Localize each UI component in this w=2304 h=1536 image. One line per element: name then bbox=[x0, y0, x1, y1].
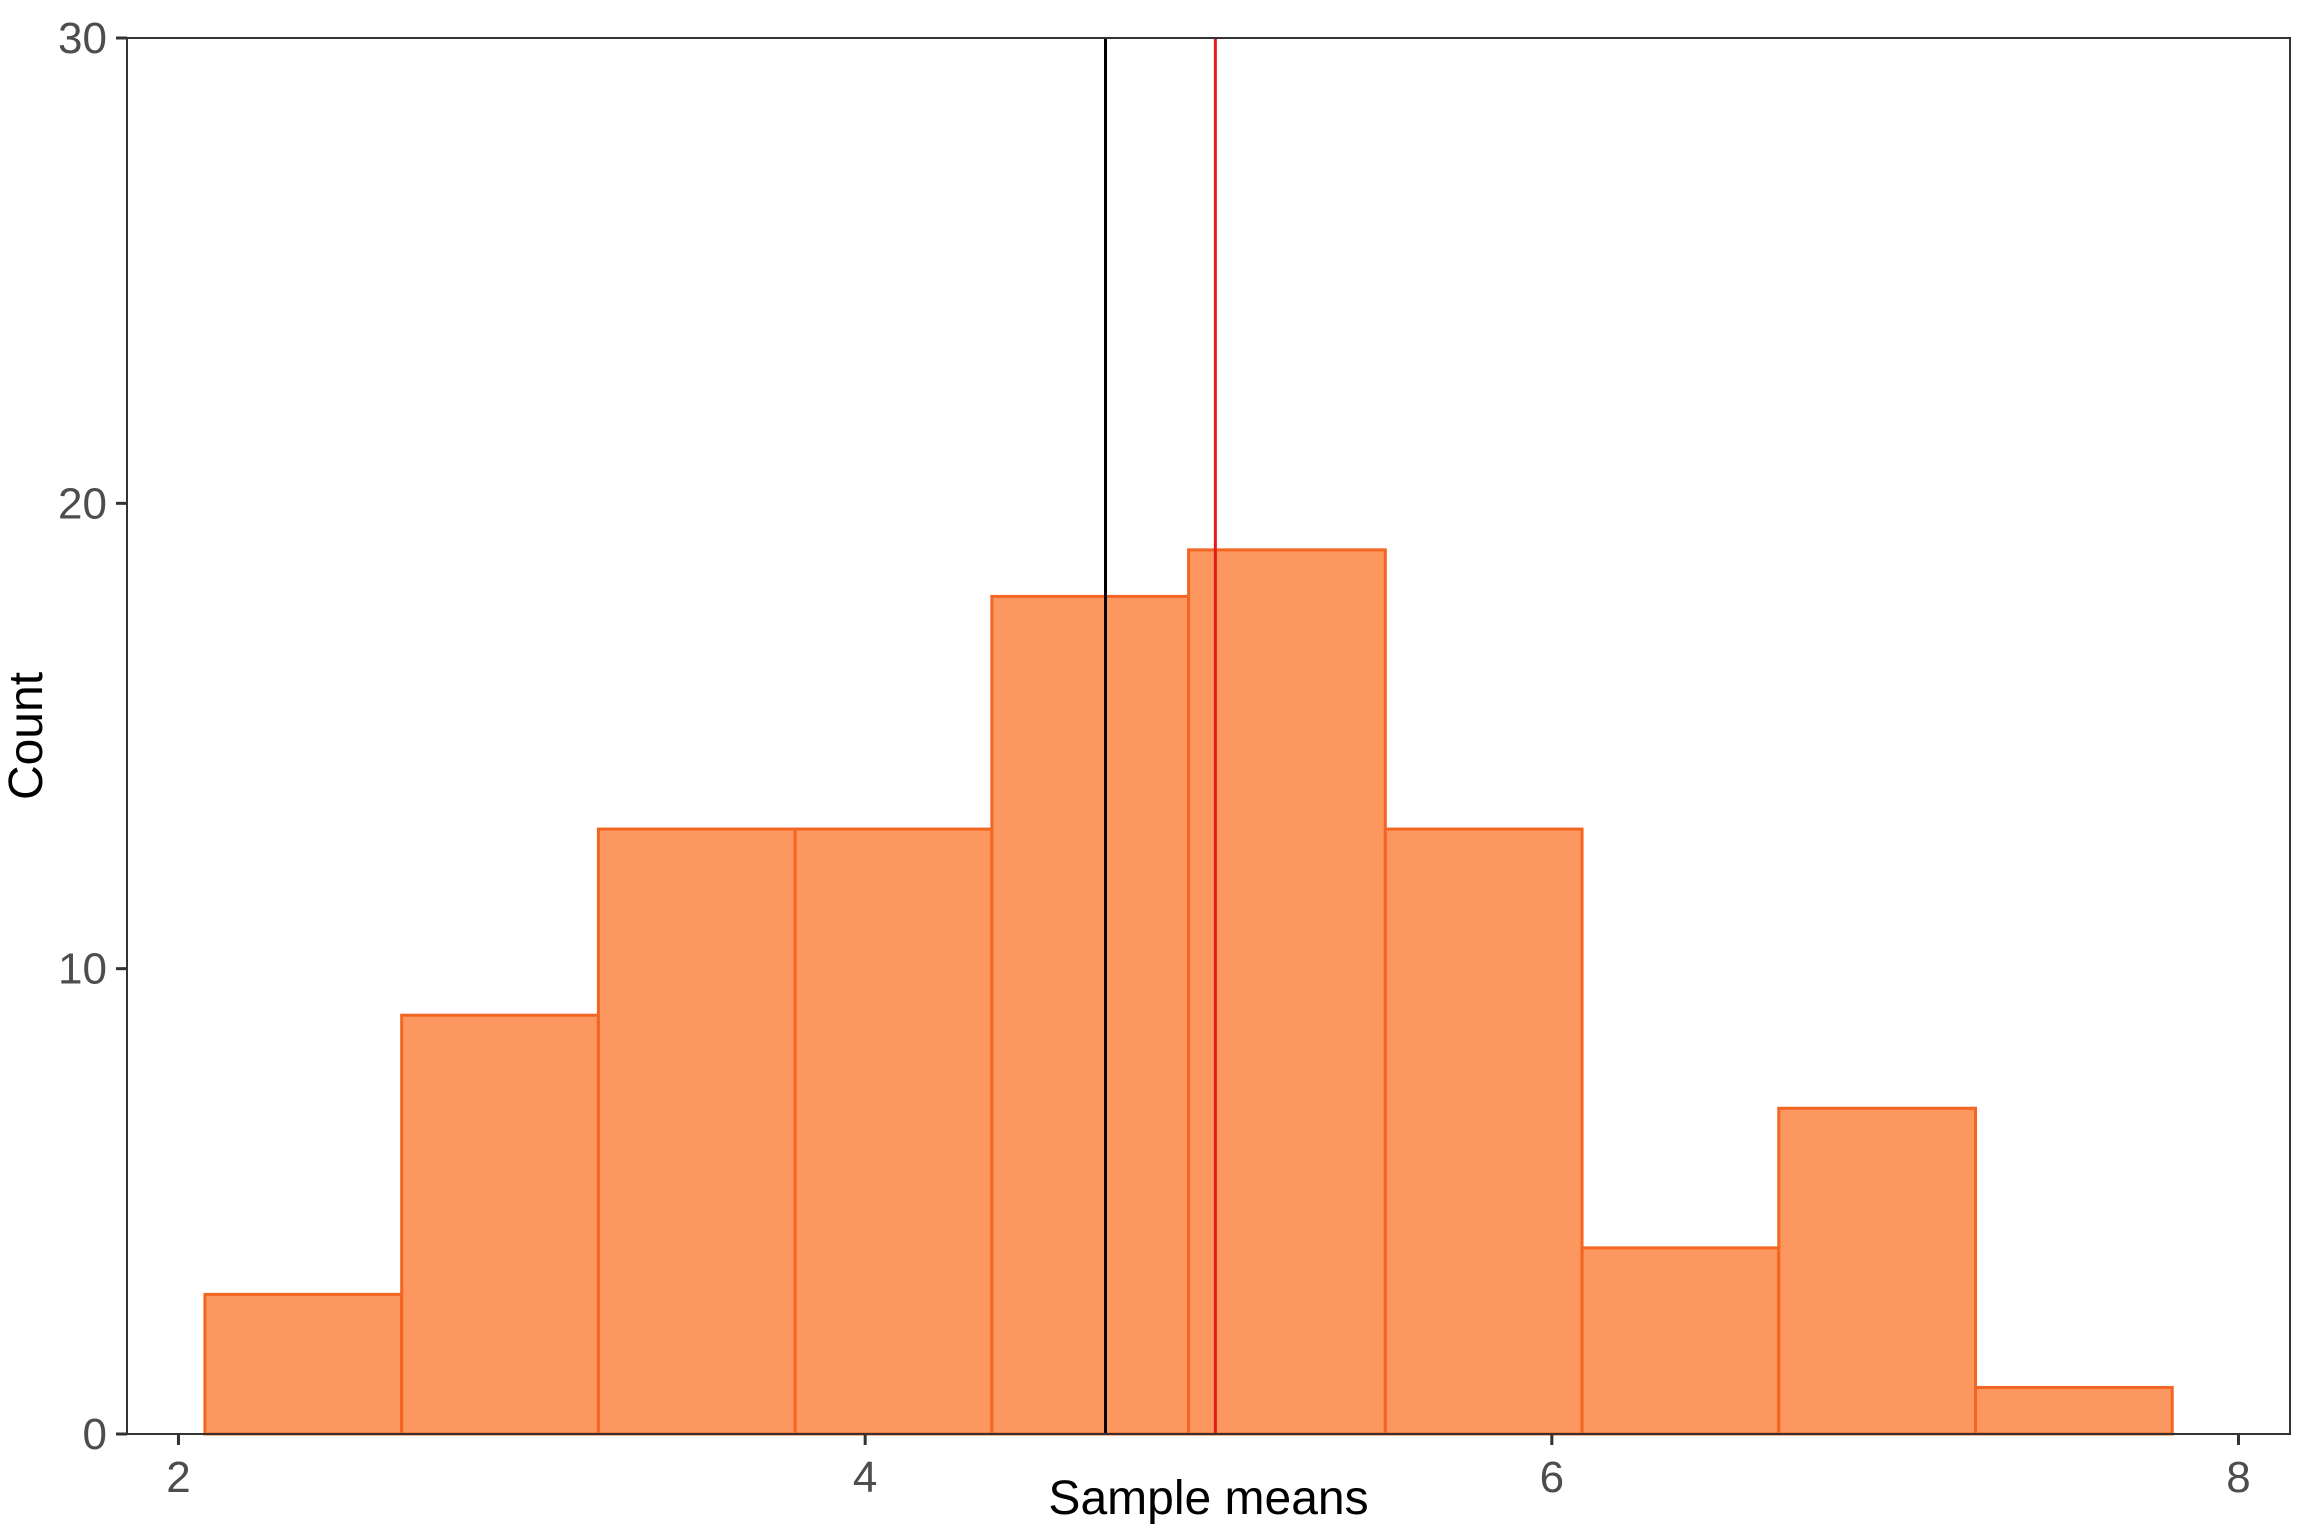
histogram-bar bbox=[203, 1292, 404, 1436]
x-axis-title: Sample means bbox=[1048, 1472, 1368, 1525]
x-tick-label: 8 bbox=[2226, 1453, 2250, 1502]
histogram-bar bbox=[1777, 1106, 1978, 1436]
histogram-bar bbox=[1383, 827, 1584, 1436]
histogram-bars bbox=[203, 548, 2174, 1436]
y-tick-label: 30 bbox=[58, 14, 107, 63]
x-tick-label: 4 bbox=[853, 1453, 877, 1502]
plot-panel-border bbox=[126, 37, 2291, 1435]
y-axis-title: Count bbox=[0, 672, 53, 800]
histogram-bar bbox=[1974, 1385, 2174, 1436]
reference-lines bbox=[1104, 38, 1217, 1434]
y-tick-label: 0 bbox=[83, 1410, 107, 1459]
y-axis: 0 10 20 30 bbox=[58, 14, 127, 1459]
histogram-bar bbox=[990, 594, 1191, 1436]
histogram-bar bbox=[793, 827, 994, 1436]
x-tick-label: 6 bbox=[1540, 1453, 1564, 1502]
histogram-bar bbox=[400, 1013, 600, 1436]
x-tick-label: 2 bbox=[166, 1453, 190, 1502]
y-tick-label: 10 bbox=[58, 945, 107, 994]
x-axis: 2 4 6 8 bbox=[166, 1434, 2251, 1502]
histogram-bar bbox=[1187, 548, 1387, 1436]
histogram-bar bbox=[1580, 1246, 1781, 1436]
histogram-bar bbox=[596, 827, 797, 1436]
y-tick-label: 20 bbox=[58, 479, 107, 528]
